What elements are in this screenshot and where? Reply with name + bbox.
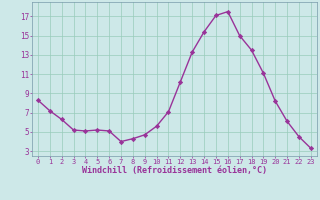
- X-axis label: Windchill (Refroidissement éolien,°C): Windchill (Refroidissement éolien,°C): [82, 166, 267, 175]
